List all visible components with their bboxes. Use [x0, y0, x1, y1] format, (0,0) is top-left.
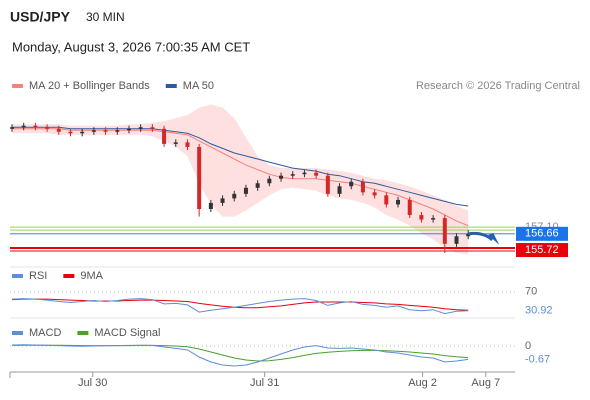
candle-body	[442, 218, 447, 244]
candle-body	[384, 195, 389, 205]
candle-body	[232, 193, 237, 199]
indicator-line	[11, 344, 469, 367]
candle-body	[349, 181, 354, 187]
candle-body	[372, 192, 377, 196]
candle-body	[302, 172, 307, 175]
x-tick-label: Jul 30	[78, 377, 107, 389]
x-tick-label: Aug 2	[408, 377, 437, 389]
legend-swatch	[165, 84, 177, 88]
candle-body	[173, 142, 178, 144]
candle-body	[21, 125, 26, 128]
bollinger-band	[12, 104, 469, 255]
candle-body	[454, 236, 459, 244]
timeframe: 30 MIN	[86, 10, 125, 24]
symbol: USD/JPY	[10, 9, 71, 25]
indicator-line	[11, 298, 469, 315]
candle-body	[279, 175, 284, 179]
legend-label: 9MA	[80, 270, 103, 282]
candle-body	[56, 128, 61, 132]
ma20-line	[12, 128, 469, 227]
candle-body	[267, 178, 272, 184]
candle-body	[208, 202, 213, 209]
candle-body	[337, 186, 342, 194]
candle-body	[419, 215, 424, 220]
candle-body	[431, 218, 436, 220]
candle-body	[91, 130, 96, 132]
candle-body	[314, 172, 319, 176]
x-tick-label: Aug 7	[471, 377, 500, 389]
candle-body	[255, 183, 260, 188]
legend-label: MA 50	[183, 80, 214, 92]
candle-body	[162, 128, 167, 144]
candle-body	[290, 174, 295, 176]
last-value-label: -0.67	[525, 353, 550, 365]
legend-swatch	[12, 274, 23, 278]
candle-body	[10, 127, 14, 129]
ma50-line	[12, 126, 469, 207]
legend-label: MA 20 + Bollinger Bands	[29, 80, 150, 92]
candle-body	[243, 187, 248, 194]
last-value-label: 30.92	[525, 305, 553, 317]
candle-body	[33, 125, 38, 128]
legend-label: RSI	[29, 270, 47, 282]
legend-swatch	[63, 274, 75, 278]
candle-body	[115, 130, 120, 132]
candle-body	[466, 233, 471, 237]
legend-swatch	[12, 84, 23, 88]
projection-arrowhead	[488, 232, 500, 245]
candle-body	[45, 127, 50, 129]
indicator-line	[11, 298, 469, 311]
candle-body	[68, 131, 73, 134]
candle-body	[325, 175, 330, 194]
candle-body	[126, 128, 131, 131]
price-label: 156.66	[525, 228, 559, 240]
candle-body	[396, 199, 401, 205]
candle-body	[220, 198, 225, 203]
legend-label: MACD	[29, 327, 61, 339]
x-tick-label: Jul 31	[250, 377, 279, 389]
candle-body	[103, 130, 108, 132]
price-label-box	[516, 243, 568, 258]
candle-body	[80, 131, 85, 134]
candle-body	[407, 199, 412, 216]
price-label: 155.72	[525, 244, 559, 256]
source: Research © 2026 Trading Central	[416, 80, 580, 92]
price-label-box	[516, 226, 568, 241]
legend-swatch	[77, 331, 89, 335]
y-tick-label: 0	[525, 340, 531, 352]
legend-swatch	[12, 331, 23, 335]
candle-body	[138, 127, 143, 129]
legend-label: MACD Signal	[94, 327, 160, 339]
candle-body	[185, 142, 190, 147]
y-tick-label: 70	[525, 286, 537, 298]
candle-body	[197, 146, 202, 209]
datetime: Monday, August 3, 2026 7:00:35 AM CET	[12, 39, 250, 54]
candle-body	[150, 127, 155, 129]
projection-arrow	[468, 231, 494, 241]
candle-body	[360, 181, 365, 193]
